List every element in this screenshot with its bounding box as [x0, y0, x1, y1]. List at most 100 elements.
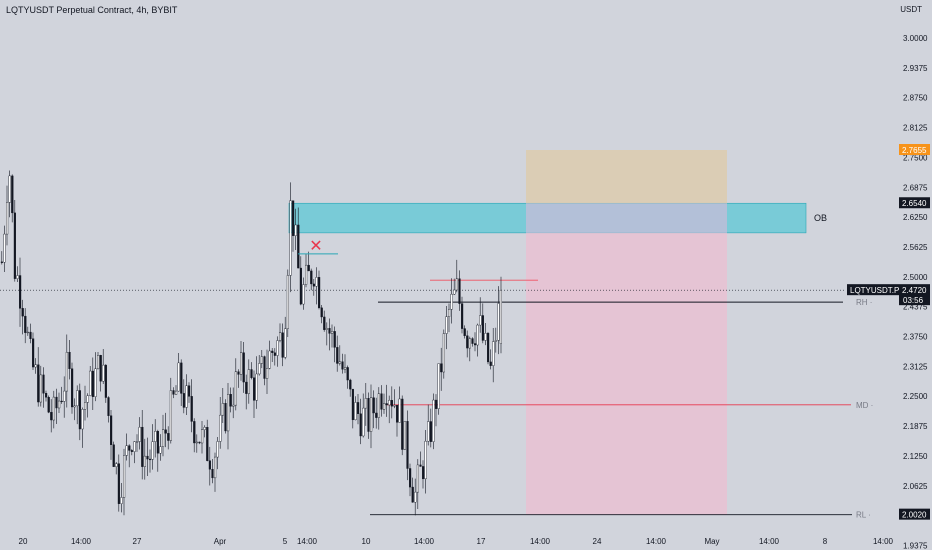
- candle-body: [169, 390, 172, 441]
- candle-body: [37, 364, 40, 403]
- candle-body: [19, 275, 22, 309]
- y-tick-label: 3.0000: [903, 34, 928, 43]
- candle-body: [5, 202, 9, 235]
- candle-body: [68, 351, 71, 369]
- x-tick-label: 10: [362, 537, 371, 546]
- candle-body: [159, 446, 162, 454]
- candle-body: [497, 303, 500, 341]
- candle-body: [455, 278, 458, 291]
- y-tick-label: 2.5000: [903, 273, 928, 282]
- candle-body: [213, 456, 217, 479]
- candle-body: [351, 388, 354, 421]
- candle-body: [276, 340, 279, 356]
- candle-body: [146, 455, 149, 460]
- candle-body: [468, 338, 471, 349]
- candle-body: [390, 399, 393, 407]
- level-label: RL ·: [856, 511, 871, 520]
- candle-body: [409, 468, 412, 488]
- candle-body: [203, 427, 206, 430]
- candle-body: [286, 275, 289, 329]
- candle-body: [78, 390, 81, 430]
- candle-body: [13, 212, 16, 279]
- candle-body: [3, 233, 6, 263]
- candle-body: [242, 352, 245, 383]
- candle-body: [0, 261, 3, 263]
- candle-body: [247, 369, 250, 394]
- candle-body: [328, 328, 331, 334]
- candle-body: [63, 390, 66, 402]
- candle-body: [362, 407, 365, 437]
- zone-overlap: [526, 203, 727, 233]
- candle-body: [429, 421, 432, 442]
- time-axis: 20 14:00 27 Apr 5 14:00 10 14:00 17 14:00 24 14:00 M…: [19, 537, 894, 546]
- price-badge: [899, 143, 930, 155]
- candle-body: [138, 426, 141, 442]
- candle-body: [224, 403, 227, 432]
- candle-body: [83, 402, 87, 410]
- y-tick-label: 2.7500: [903, 153, 928, 162]
- x-tick-label: 24: [593, 537, 602, 546]
- candle-body: [325, 328, 328, 330]
- candle-body: [60, 400, 63, 403]
- level-label: MD ·: [856, 401, 873, 410]
- y-tick-label: 2.5625: [903, 243, 928, 252]
- candle-body: [141, 426, 144, 467]
- candle-body: [229, 394, 232, 407]
- candle-body: [357, 402, 360, 414]
- currency-label: USDT: [900, 5, 922, 14]
- x-tick-label: 20: [19, 537, 28, 546]
- candle-body: [411, 486, 414, 503]
- y-tick-label: 2.2500: [903, 392, 928, 401]
- candle-body: [107, 397, 110, 416]
- y-tick-label: 2.4375: [903, 303, 928, 312]
- x-tick-label: 14:00: [71, 537, 92, 546]
- candle-body: [221, 403, 224, 416]
- candle-body: [239, 352, 243, 375]
- candle-body: [375, 412, 378, 418]
- candle-body: [86, 395, 89, 403]
- candle-body: [112, 444, 115, 467]
- price-badge: [899, 508, 930, 520]
- candle-body: [174, 390, 178, 395]
- candle-body: [294, 224, 297, 236]
- x-tick-label: 14:00: [414, 537, 435, 546]
- candle-body: [211, 469, 214, 479]
- x-tick-label: 14:00: [646, 537, 667, 546]
- cross-marker: ✕: [309, 238, 322, 255]
- candle-body: [372, 397, 375, 414]
- candle-body: [359, 413, 362, 437]
- candle-body: [281, 332, 284, 358]
- candle-body: [344, 367, 347, 370]
- candle-body: [193, 421, 196, 444]
- x-tick-label: 14:00: [759, 537, 780, 546]
- candle-body: [320, 307, 323, 318]
- candle-body: [383, 403, 386, 410]
- candle-body: [120, 497, 123, 504]
- candle-body: [422, 466, 425, 480]
- y-tick-label: 2.1250: [903, 452, 928, 461]
- candle-body: [143, 455, 146, 467]
- candle-body: [195, 441, 198, 444]
- candle-body: [279, 332, 282, 341]
- candle-body: [133, 441, 136, 452]
- candle-body: [161, 429, 165, 447]
- candle-body: [333, 331, 336, 348]
- x-tick-label: 14:00: [873, 537, 894, 546]
- candle-body: [461, 303, 464, 329]
- candle-body: [432, 399, 435, 442]
- candle-body: [154, 431, 157, 442]
- candle-body: [99, 355, 102, 382]
- candle-body: [484, 333, 487, 341]
- candle-body: [494, 340, 497, 342]
- candle-body: [458, 278, 461, 304]
- candle-body: [104, 364, 107, 398]
- y-tick-label: 2.8125: [903, 124, 928, 133]
- candle-body: [130, 450, 133, 452]
- candle-body: [398, 398, 401, 423]
- candle-body: [299, 267, 302, 305]
- candle-body: [39, 374, 42, 403]
- candle-body: [187, 385, 191, 397]
- candle-body: [427, 421, 430, 442]
- zone-1: [526, 149, 727, 204]
